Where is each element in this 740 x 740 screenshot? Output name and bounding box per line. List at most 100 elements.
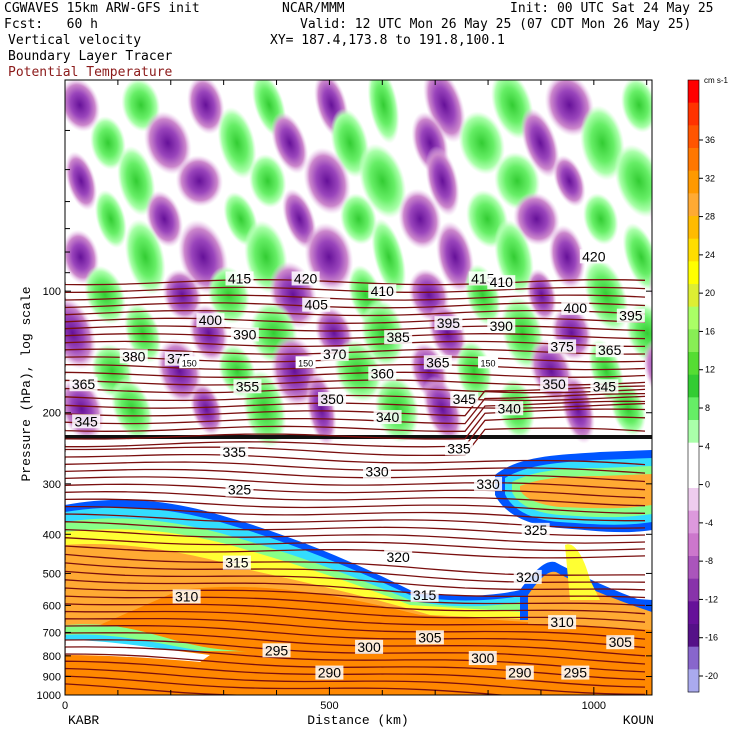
isentrope-label-bg xyxy=(487,319,516,334)
colorbar-label: 20 xyxy=(705,288,715,298)
y-axis: 100 200 300 400 500 600 700 800 900 1000 xyxy=(37,129,652,702)
isentrope-line xyxy=(65,476,646,491)
y-tick-label: 200 xyxy=(43,408,61,420)
colorbar-swatch xyxy=(688,488,699,512)
forecast-hour: Fcst: 60 h xyxy=(4,17,98,32)
isentrope-line xyxy=(65,632,646,657)
isentrope-label: 385 xyxy=(386,329,410,345)
isentrope-label-bg xyxy=(513,569,542,584)
isentrope-label: 410 xyxy=(371,283,395,299)
isentrope-label-bg xyxy=(233,379,262,394)
y-tick-label: 400 xyxy=(43,529,61,541)
isentrope-label-bg xyxy=(384,330,413,345)
center-name: NCAR/MMM xyxy=(282,1,345,16)
isentrope-line xyxy=(65,587,646,607)
isentrope-label-bg xyxy=(368,284,397,299)
colorbar-swatch xyxy=(688,556,699,580)
colorbar-swatch xyxy=(688,578,699,602)
isentrope-line xyxy=(65,617,646,640)
isentrope-label: 305 xyxy=(609,634,633,650)
downdraft-cell xyxy=(282,188,317,250)
colorbar-swatch xyxy=(688,420,699,444)
isentrope-label-bg xyxy=(548,615,577,630)
isentrope-line xyxy=(65,625,646,649)
x-tick-label: 0 xyxy=(62,700,68,712)
isentrope-line xyxy=(65,505,645,522)
colorbar-swatch xyxy=(688,102,699,126)
isentrope-label: 420 xyxy=(582,248,606,264)
downdraft-cell xyxy=(143,111,192,175)
isentrope-label-bg xyxy=(505,665,534,680)
isentrope-label-bg xyxy=(196,313,225,328)
isentrope-label: 390 xyxy=(233,326,257,342)
tropopause-label-bg xyxy=(179,356,200,369)
isentrope-line xyxy=(65,408,646,440)
colorbar-swatch xyxy=(688,193,699,217)
isentrope-label-bg xyxy=(384,549,413,564)
isentrope-line xyxy=(65,461,646,474)
isentrope-label: 330 xyxy=(365,464,389,480)
isentrope-label-bg xyxy=(495,401,524,416)
y-tick-label: 300 xyxy=(43,479,61,491)
isentrope-line xyxy=(65,528,646,544)
isentrope-line xyxy=(65,317,646,324)
isentrope-label: 390 xyxy=(490,318,514,334)
isentrope-line xyxy=(65,427,646,457)
colorbar-frame xyxy=(687,79,700,693)
isentrope-label-bg xyxy=(444,441,473,456)
y-axis-label: Pressure (hPa), log scale xyxy=(19,286,34,481)
updraft-cell xyxy=(374,375,420,443)
updraft-cell xyxy=(94,189,127,249)
isentrope-label-bg xyxy=(521,522,550,537)
colorbar-swatch xyxy=(688,646,699,670)
isentrope-line xyxy=(65,286,646,294)
isentrope-line xyxy=(65,646,646,673)
isentrope-label: 340 xyxy=(498,400,522,416)
tropopause-label: 150 xyxy=(481,358,496,368)
isentrope-line xyxy=(65,416,646,448)
colorbar-swatch xyxy=(688,374,699,398)
isentrope-line xyxy=(65,570,646,591)
isentrope-label-bg xyxy=(595,343,624,358)
isentrope-label: 415 xyxy=(228,270,252,286)
updraft-cell xyxy=(580,105,625,181)
isentrope-line xyxy=(65,562,646,583)
downdraft-cell xyxy=(65,151,98,211)
updraft-cell xyxy=(217,107,257,179)
isentrope-label: 335 xyxy=(447,440,471,456)
x-tick-label: 1000 xyxy=(582,700,606,712)
y-tick-label: 1000 xyxy=(37,690,61,702)
y-tick-label: 500 xyxy=(43,568,61,580)
isentrope-label: 295 xyxy=(564,665,588,681)
field-boundary-layer-tracer: Boundary Layer Tracer xyxy=(8,49,173,64)
isentrope-label: 345 xyxy=(74,413,98,429)
isentrope-line xyxy=(65,325,646,332)
isentrope-label: 395 xyxy=(437,315,461,331)
colorbar-swatch xyxy=(688,442,699,466)
colorbar-swatch xyxy=(688,125,699,149)
isentrope-label-bg xyxy=(561,665,590,680)
downdraft-cell xyxy=(65,296,97,370)
updraft-cell xyxy=(124,219,166,295)
isentrope-label: 325 xyxy=(524,522,548,538)
isentrope-label-bg xyxy=(590,379,619,394)
isentrope-label-bg xyxy=(72,414,101,429)
isentrope-label-bg xyxy=(540,377,569,392)
downdraft-cell xyxy=(435,221,475,293)
isentrope-line xyxy=(65,400,646,432)
updraft-cell xyxy=(358,143,407,219)
isentrope-label: 345 xyxy=(453,391,477,407)
downdraft-cell xyxy=(175,155,224,207)
isentrope-label: 410 xyxy=(490,274,514,290)
colorbar-swatch xyxy=(688,238,699,262)
isentrope-label: 405 xyxy=(305,297,329,313)
cross-section-endpoints: XY= 187.4,173.8 to 191.8,100.1 xyxy=(270,33,505,48)
isentrope-label-bg xyxy=(616,308,645,323)
isentrope-line xyxy=(65,537,646,552)
isentrope-label-bg xyxy=(69,377,98,392)
isentrope-label: 290 xyxy=(318,665,342,681)
isentrope-label: 380 xyxy=(122,348,146,364)
colorbar-label: 8 xyxy=(705,403,710,413)
colorbar-swatch xyxy=(688,329,699,353)
